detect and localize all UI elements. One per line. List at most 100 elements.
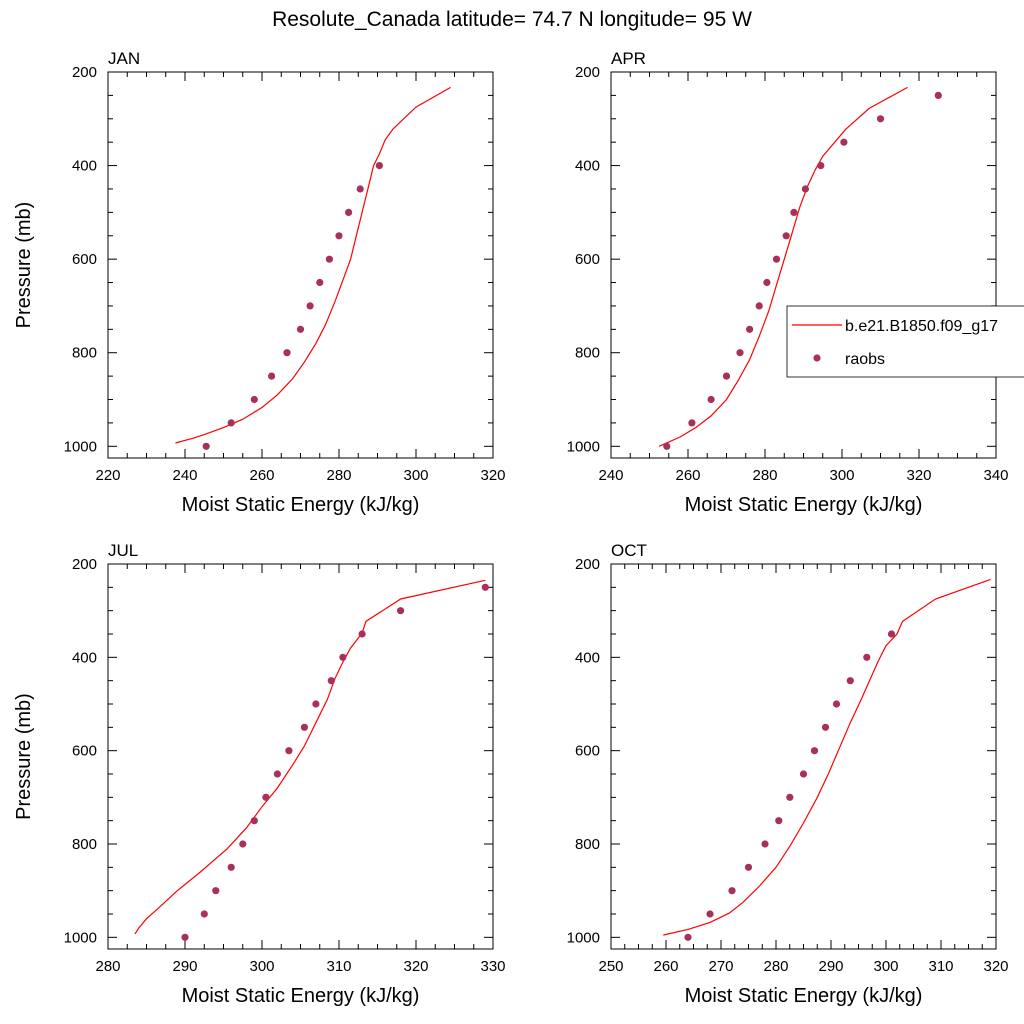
obs-point xyxy=(786,793,794,801)
obs-point xyxy=(227,863,235,871)
x-tick-label: 320 xyxy=(906,467,931,484)
x-axis-label: Moist Static Energy (kJ/kg) xyxy=(182,985,420,1007)
x-tick-label: 290 xyxy=(172,958,197,975)
obs-point xyxy=(810,747,819,755)
y-tick-label: 1000 xyxy=(64,438,97,455)
obs-point xyxy=(876,115,885,123)
obs-point xyxy=(181,933,189,941)
x-tick-label: 270 xyxy=(708,958,733,975)
obs-point xyxy=(840,138,848,146)
obs-point xyxy=(755,302,763,310)
y-tick-label: 800 xyxy=(72,345,97,362)
x-axis-label: Moist Static Energy (kJ/kg) xyxy=(685,494,923,516)
obs-point xyxy=(239,840,247,848)
obs-point xyxy=(688,419,696,427)
obs-point xyxy=(775,817,783,825)
y-tick-label: 1000 xyxy=(64,929,97,946)
obs-point xyxy=(706,910,714,918)
obs-point xyxy=(358,630,366,638)
obs-point xyxy=(846,677,854,685)
x-tick-label: 260 xyxy=(249,467,274,484)
x-tick-label: 280 xyxy=(95,958,120,975)
obs-point xyxy=(801,185,810,193)
obs-point xyxy=(397,607,405,615)
panel-apr: 240 260 280 300 320 340 200 400 600 800 1000 APR Moi… xyxy=(567,49,1009,516)
obs-point xyxy=(339,653,347,661)
obs-point xyxy=(227,419,235,427)
x-tick-label: 330 xyxy=(480,958,505,975)
obs-point xyxy=(761,840,769,848)
y-tick-label: 600 xyxy=(575,251,600,268)
obs-point xyxy=(481,583,489,591)
panel-jan: 220 240 260 280 300 320 200 400 600 800 1000 JAN Moi… xyxy=(13,49,506,516)
panel-title: JUL xyxy=(108,541,138,560)
x-tick-label: 320 xyxy=(403,958,428,975)
obs-point xyxy=(312,700,320,708)
x-tick-label: 320 xyxy=(480,467,505,484)
legend-marker-swatch xyxy=(813,354,821,362)
plot-frame xyxy=(107,563,494,950)
plot-area xyxy=(663,578,991,941)
series-line-model xyxy=(134,579,486,935)
y-tick-label: 200 xyxy=(575,556,600,573)
plot-frame xyxy=(610,563,997,950)
y-tick-label: 600 xyxy=(72,743,97,760)
x-tick-label: 300 xyxy=(403,467,428,484)
x-tick-label: 300 xyxy=(873,958,898,975)
obs-point xyxy=(790,208,798,216)
obs-point xyxy=(772,255,781,263)
series-line-model xyxy=(658,86,908,447)
y-tick-label: 400 xyxy=(575,158,600,175)
x-tick-label: 260 xyxy=(675,467,700,484)
x-tick-label: 340 xyxy=(983,467,1008,484)
obs-point xyxy=(335,232,343,240)
x-tick-label: 260 xyxy=(653,958,678,975)
panel-title: OCT xyxy=(611,541,647,560)
legend-model-label: b.e21.B1850.f09_g17 xyxy=(845,318,998,335)
x-tick-label: 240 xyxy=(598,467,623,484)
y-axis-label: Pressure (mb) xyxy=(13,693,35,820)
y-tick-label: 200 xyxy=(72,64,97,81)
obs-point xyxy=(268,372,276,380)
obs-point xyxy=(316,278,324,287)
obs-point xyxy=(250,817,258,825)
y-tick-label: 600 xyxy=(575,743,600,760)
panel-title: JAN xyxy=(108,49,140,68)
plot-frame xyxy=(610,71,997,459)
x-tick-label: 250 xyxy=(598,958,623,975)
obs-point xyxy=(799,770,808,778)
obs-point xyxy=(782,232,790,240)
obs-point xyxy=(262,793,270,801)
x-tick-label: 220 xyxy=(95,467,120,484)
y-tick-label: 400 xyxy=(72,649,97,666)
obs-point xyxy=(327,677,335,685)
x-tick-label: 280 xyxy=(763,958,788,975)
obs-point xyxy=(663,442,671,450)
y-tick-label: 200 xyxy=(72,556,97,573)
x-tick-label: 280 xyxy=(752,467,777,484)
obs-point xyxy=(821,723,830,731)
obs-point xyxy=(887,630,896,638)
x-tick-label: 310 xyxy=(326,958,351,975)
obs-point xyxy=(728,887,736,895)
x-tick-label: 300 xyxy=(829,467,854,484)
obs-point xyxy=(212,887,220,895)
obs-point xyxy=(325,255,333,263)
y-tick-label: 800 xyxy=(72,836,97,853)
obs-point xyxy=(934,91,942,99)
y-tick-label: 200 xyxy=(575,64,600,81)
legend-obs-label: raobs xyxy=(845,351,885,368)
figure-title: Resolute_Canada latitude= 74.7 N longitu… xyxy=(272,8,752,31)
panel-jul: 280 290 300 310 320 330 200 400 600 800 1000 JUL Moi… xyxy=(13,541,506,1007)
plot-area xyxy=(175,86,451,450)
x-tick-label: 310 xyxy=(928,958,953,975)
obs-point xyxy=(375,162,383,170)
x-axis-label: Moist Static Energy (kJ/kg) xyxy=(182,494,420,516)
obs-point xyxy=(736,349,744,357)
y-tick-label: 800 xyxy=(575,836,600,853)
y-tick-label: 600 xyxy=(72,251,97,268)
obs-point xyxy=(746,325,754,333)
y-tick-label: 1000 xyxy=(567,929,600,946)
obs-point xyxy=(345,208,353,216)
